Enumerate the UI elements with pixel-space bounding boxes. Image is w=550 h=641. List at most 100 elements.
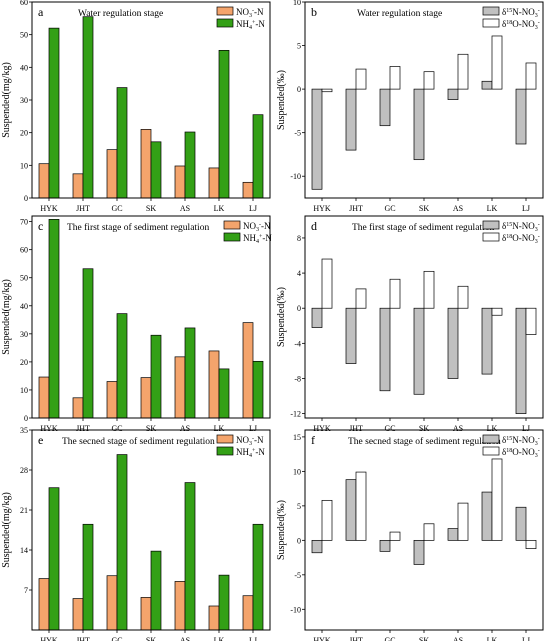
y-tick-label: 10 [20,386,28,395]
x-tick-label: HYK [313,424,331,433]
bar-e-s0-GC [106,575,118,631]
x-tick-label: JHT [349,636,363,641]
bar-e-s0-HYK [38,578,50,631]
bar-a-s0-HYK [38,163,50,199]
bar-a-s0-LJ [242,181,254,199]
x-tick-label: SK [146,636,156,641]
y-tick-label: -12 [290,410,301,419]
x-tick-label: GC [384,424,395,433]
legend-label: NH4+-N [243,233,272,245]
legend-label: δ18O-NO3- [502,233,540,245]
bar-b-s0-JHT [345,88,357,151]
y-tick-label: 5 [297,502,301,511]
chart-panel-a: 0 10 20 30 40 50 60 HYK JHT GC SK AS LK LJ Suspended(m… [1,0,271,213]
panel-title: Water regulation stage [357,9,442,19]
x-tick-label: GC [384,636,395,641]
x-tick-label: JHT [76,204,90,213]
x-tick-label: AS [453,636,463,641]
legend-label: NO3--N [236,435,264,447]
bar-b-s1-SK [423,71,435,90]
bar-c-s1-AS [184,327,196,419]
bar-b-s0-LK [481,80,493,90]
legend-label: NO3--N [243,221,271,233]
legend: δ15N-NO3-δ18O-NO3- [482,434,540,459]
x-tick-label: HYK [40,636,58,641]
bar-a-s1-GC [116,87,128,199]
bar-b-s1-LJ [525,62,537,90]
bar-d-s1-HYK [321,258,333,309]
x-tick-label: AS [180,204,190,213]
x-tick-label: SK [146,204,156,213]
y-tick-label: 21 [20,506,28,515]
y-tick-label: 60 [20,246,28,255]
bar-b-s1-HYK [321,88,333,93]
bar-f-s1-AS [457,502,469,541]
bar-a-s1-AS [184,131,196,199]
y-tick-label: 60 [20,0,28,7]
y-tick-label: -10 [290,172,301,181]
bar-f-s0-JHT [345,479,357,541]
panel-letter: e [38,433,43,447]
bar-a-s0-JHT [72,173,84,199]
bar-b-s0-AS [447,88,459,100]
legend-swatch [216,446,234,456]
bar-a-s1-JHT [82,16,94,199]
y-tick-label: 0 [24,194,28,203]
bar-f-s0-HYK [311,539,323,554]
bar-c-s1-LJ [252,360,264,419]
y-tick-label: 70 [20,218,28,227]
y-tick-label: 50 [20,31,28,40]
bar-f-s1-LK [491,458,503,541]
bar-c-s0-HYK [38,376,50,419]
legend-label: δ15N-NO3- [502,435,540,447]
y-tick-label: 7 [24,586,28,595]
legend-label: δ18O-NO3- [502,19,540,31]
panel-letter: b [311,5,317,19]
legend: δ15N-NO3-δ18O-NO3- [482,6,540,31]
bar-d-s0-SK [413,307,425,395]
x-tick-label: LJ [249,636,257,641]
x-tick-label: LJ [249,204,257,213]
bar-e-s0-SK [140,597,152,631]
y-tick-label: -10 [290,605,301,614]
bar-f-s0-SK [413,539,425,565]
legend-swatch [216,6,234,16]
chart-panel-f: -10 -5 0 5 10 15 HYK JHT GC SK AS LK LJ Suspended(‰) f… [276,429,544,641]
y-tick-label: 10 [20,161,28,170]
x-tick-label: LJ [522,424,530,433]
bar-f-s0-LJ [515,506,527,541]
legend-swatch [216,434,234,444]
bar-c-s0-LJ [242,322,254,419]
bar-b-s0-SK [413,88,425,161]
x-tick-label: SK [146,424,156,433]
legend-swatch [482,6,500,16]
bar-d-s1-GC [389,278,401,309]
x-tick-label: LK [487,636,498,641]
bar-a-s1-LK [218,49,230,199]
x-tick-label: LK [487,424,498,433]
panel-title: The secned stage of sediment regulation [348,436,501,447]
x-tick-label: HYK [40,424,58,433]
bar-d-s1-AS [457,285,469,309]
y-tick-label: 0 [297,536,301,545]
x-tick-label: AS [180,424,190,433]
legend-swatch [223,220,241,230]
x-tick-label: LK [214,204,225,213]
bar-a-s0-LK [208,167,220,199]
y-tick-label: 15 [293,433,301,442]
bar-b-s1-GC [389,66,401,90]
y-tick-label: 0 [24,414,28,423]
bar-e-s0-LK [208,605,220,631]
chart-panel-c: 0 10 20 30 40 50 60 70 HYK JHT GC SK AS LK LJ Suspended… [1,215,272,433]
bar-a-s1-HYK [48,27,60,199]
bar-e-s1-AS [184,482,196,631]
bar-d-s1-SK [423,270,435,309]
bar-f-s1-GC [389,531,401,541]
bar-f-s1-HYK [321,499,333,541]
y-tick-label: 10 [293,467,301,476]
bar-d-s1-JHT [355,288,367,309]
y-tick-label: 30 [20,96,28,105]
x-tick-label: LK [214,424,225,433]
y-axis-label: Suspended(‰) [276,500,287,560]
